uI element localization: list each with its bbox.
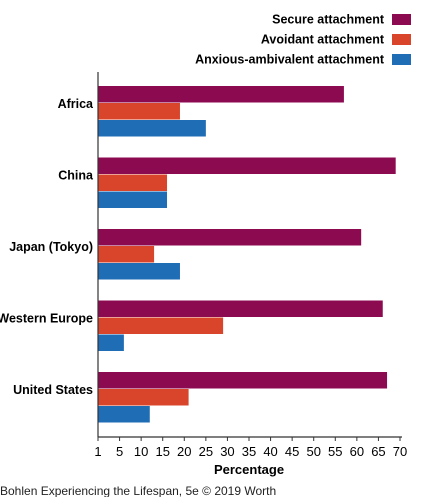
bar-group xyxy=(98,300,383,351)
tick-label: 5 xyxy=(116,444,123,459)
tick-label: 25 xyxy=(199,444,213,459)
legend-label: Anxious-ambivalent attachment xyxy=(195,53,385,67)
bar-group xyxy=(98,229,362,280)
bar xyxy=(98,263,180,280)
bar xyxy=(98,317,224,334)
bar xyxy=(98,229,362,246)
legend-label: Avoidant attachment xyxy=(261,33,385,47)
x-axis-ticks: 1 5 10 15 20 25 30 35 40 45 50 55 60 65 70 xyxy=(94,437,407,459)
x-axis-title: Percentage xyxy=(214,462,284,477)
bar xyxy=(98,120,206,137)
tick-label: 35 xyxy=(242,444,256,459)
bar xyxy=(98,300,383,317)
bar xyxy=(98,334,124,351)
chart-legend: Secure attachment Avoidant attachment Anxi… xyxy=(195,13,411,67)
tick-label: 1 xyxy=(94,444,101,459)
category-labels: Africa China Japan (Tokyo) Western Europe Un… xyxy=(0,97,94,397)
tick-label: 50 xyxy=(306,444,320,459)
tick-label: 10 xyxy=(134,444,148,459)
tick-label: 30 xyxy=(220,444,234,459)
bar-group xyxy=(98,157,396,208)
bar xyxy=(98,191,168,208)
figure-caption: Bohlen Experiencing the Lifespan, 5e © 2… xyxy=(0,484,276,497)
bar xyxy=(98,174,168,191)
bar xyxy=(98,157,396,174)
bar xyxy=(98,372,388,389)
bar xyxy=(98,86,344,103)
tick-label: 55 xyxy=(328,444,342,459)
tick-label: 40 xyxy=(263,444,277,459)
category-label: China xyxy=(58,169,94,183)
bar xyxy=(98,103,180,120)
tick-label: 65 xyxy=(371,444,385,459)
tick-label: 70 xyxy=(393,444,407,459)
legend-swatch xyxy=(392,54,411,65)
legend-swatch xyxy=(392,34,411,45)
bar-groups xyxy=(98,86,396,423)
category-label: United States xyxy=(13,383,93,397)
category-label: Western Europe xyxy=(0,312,93,326)
bar xyxy=(98,406,150,423)
tick-label: 15 xyxy=(155,444,169,459)
legend-label: Secure attachment xyxy=(272,13,385,27)
tick-label: 20 xyxy=(177,444,191,459)
tick-label: 45 xyxy=(285,444,299,459)
bar-group xyxy=(98,86,344,137)
bar xyxy=(98,246,155,263)
category-label: Japan (Tokyo) xyxy=(9,240,93,254)
legend-swatch xyxy=(392,14,411,25)
bar-group xyxy=(98,372,388,423)
bar xyxy=(98,389,189,406)
tick-label: 60 xyxy=(350,444,364,459)
category-label: Africa xyxy=(58,97,94,111)
